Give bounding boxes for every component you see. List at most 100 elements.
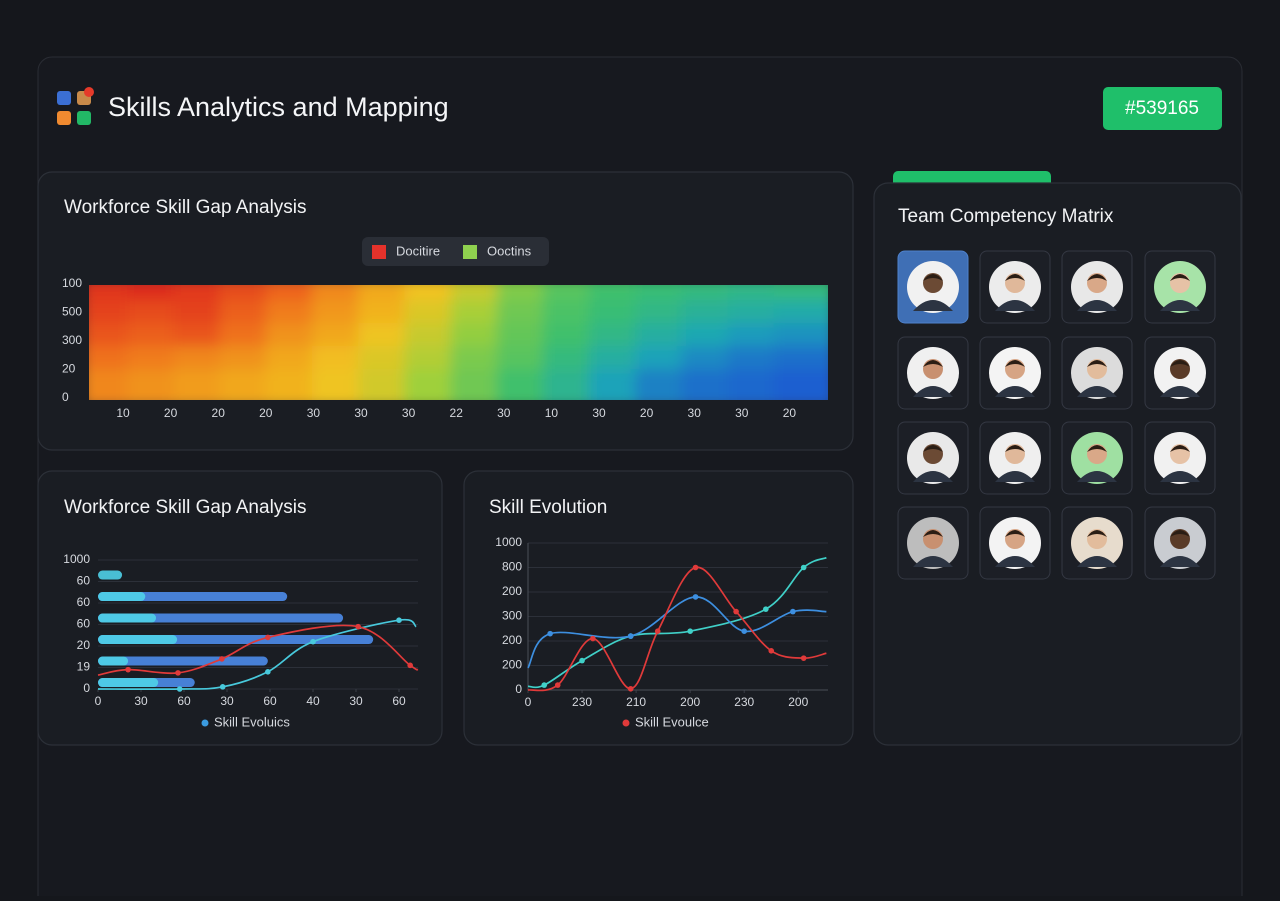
point xyxy=(692,564,699,571)
y-tick-label: 200 xyxy=(502,633,522,647)
x-label: 30 xyxy=(688,406,702,420)
line xyxy=(527,556,827,689)
avatar-hair xyxy=(1087,530,1107,537)
avatar-body xyxy=(995,556,1035,567)
avatar-body xyxy=(1160,471,1200,482)
avatar[interactable] xyxy=(979,250,1051,324)
avatar-hair xyxy=(1087,274,1107,281)
avatar[interactable] xyxy=(979,421,1051,495)
y-tick-label: 0 xyxy=(83,681,90,695)
legend-dot xyxy=(622,719,630,727)
x-label: 30 xyxy=(307,406,321,420)
avatar[interactable] xyxy=(897,336,969,410)
x-label: 22 xyxy=(450,406,464,420)
y-tick-label: 1000 xyxy=(495,535,522,549)
point xyxy=(396,617,402,623)
y-tick-label: 60 xyxy=(77,595,91,609)
team-panel xyxy=(873,182,1242,746)
panel-title: Workforce Skill Gap Analysis xyxy=(64,197,307,218)
x-label: 20 xyxy=(164,406,178,420)
panel-title: Skill Evolution xyxy=(489,497,607,518)
point xyxy=(627,633,634,639)
line xyxy=(97,624,419,676)
bar xyxy=(98,678,159,688)
avatar[interactable] xyxy=(897,250,969,324)
avatar-hair xyxy=(1005,530,1025,537)
point xyxy=(176,686,183,692)
point xyxy=(800,564,807,571)
bar xyxy=(98,613,344,623)
x-label: 20 xyxy=(212,406,226,420)
avatar-body xyxy=(1077,386,1117,397)
x-label: 30 xyxy=(354,406,368,420)
point xyxy=(687,628,693,634)
avatar-body xyxy=(913,556,953,567)
y-tick-label: 200 xyxy=(502,584,522,598)
point xyxy=(768,648,775,654)
bar xyxy=(98,656,268,666)
avatar-body xyxy=(995,300,1035,311)
avatar[interactable] xyxy=(897,506,969,580)
y-tick-label: 300 xyxy=(502,609,522,623)
line xyxy=(527,566,827,692)
point xyxy=(219,684,226,690)
avatar[interactable] xyxy=(979,506,1051,580)
point xyxy=(579,657,585,664)
avatar-body xyxy=(913,300,953,311)
point xyxy=(355,623,361,630)
x-label: 20 xyxy=(259,406,273,420)
x-tick-label: 60 xyxy=(263,694,277,708)
x-tick-label: 230 xyxy=(572,695,592,709)
x-label: 30 xyxy=(735,406,749,420)
x-tick-label: 210 xyxy=(626,695,646,709)
avatar-hair xyxy=(923,445,943,452)
x-label: 20 xyxy=(783,406,797,420)
bar xyxy=(98,635,178,645)
y-label: 20 xyxy=(62,362,76,376)
avatar[interactable] xyxy=(979,336,1051,410)
x-label: 30 xyxy=(402,406,416,420)
point xyxy=(541,682,548,688)
avatar-hair xyxy=(923,360,943,367)
avatar-hair xyxy=(1170,530,1190,537)
badge-button[interactable] xyxy=(1103,87,1222,130)
y-label: 500 xyxy=(62,305,82,319)
legend-dot xyxy=(201,719,209,727)
legend-label: Docitire xyxy=(396,243,440,258)
avatar[interactable] xyxy=(1061,250,1133,324)
y-tick-label: 60 xyxy=(77,574,91,588)
x-tick-label: 200 xyxy=(680,695,700,709)
avatar[interactable] xyxy=(1144,421,1216,495)
avatar-body xyxy=(1077,471,1117,482)
y-label: 300 xyxy=(62,333,82,347)
avatar[interactable] xyxy=(1061,506,1133,580)
avatar[interactable] xyxy=(1144,506,1216,580)
point xyxy=(790,608,796,615)
logo xyxy=(57,87,94,125)
avatar[interactable] xyxy=(1144,250,1216,324)
y-tick-label: 20 xyxy=(77,638,91,652)
avatar-body xyxy=(1077,556,1117,567)
bar xyxy=(98,570,123,580)
y-tick-label: 800 xyxy=(502,560,522,574)
point xyxy=(310,638,316,645)
avatar-body xyxy=(913,386,953,397)
avatar[interactable] xyxy=(897,421,969,495)
avatar-hair xyxy=(1170,274,1190,281)
avatar-hair xyxy=(1005,445,1025,452)
avatar[interactable] xyxy=(1061,421,1133,495)
x-label: 20 xyxy=(640,406,654,420)
x-label: 30 xyxy=(497,406,511,420)
point xyxy=(175,670,181,676)
avatar-hair xyxy=(1170,445,1190,452)
point xyxy=(741,628,748,634)
point xyxy=(125,666,131,673)
point xyxy=(265,634,271,641)
x-label: 30 xyxy=(592,406,606,420)
badge-text: #539165 xyxy=(1125,98,1199,119)
avatar-hair xyxy=(923,530,943,537)
avatar[interactable] xyxy=(1144,336,1216,410)
avatar[interactable] xyxy=(1061,336,1133,410)
